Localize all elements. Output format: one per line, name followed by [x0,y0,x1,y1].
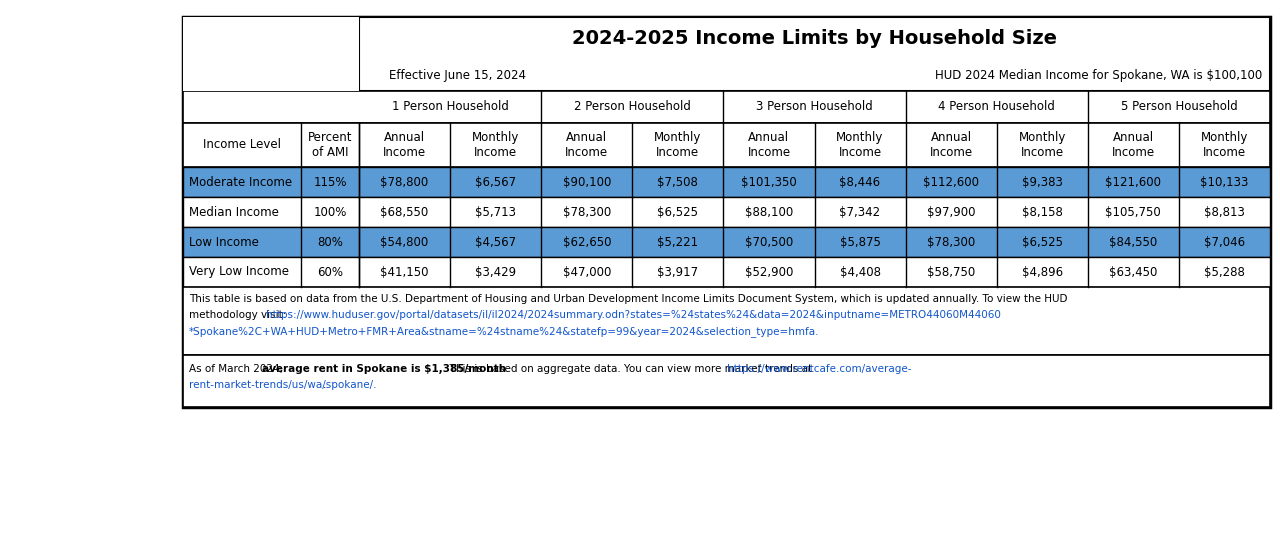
Text: Median Income: Median Income [189,206,279,218]
Text: 2 Person Household: 2 Person Household [573,100,691,114]
Text: $52,900: $52,900 [745,265,794,278]
Text: methodology visit:: methodology visit: [189,310,289,320]
Bar [183,197,1270,227]
Text: Percent
of AMI: Percent of AMI [307,131,352,159]
Text: . This is based on aggregate data. You can view more market trends at: . This is based on aggregate data. You c… [443,364,815,374]
Text: https://www.huduser.gov/portal/datasets/il/il2024/2024summary.odn?states=%24stat: https://www.huduser.gov/portal/datasets/… [266,310,1001,320]
Text: Monthly
Income: Monthly Income [472,131,520,159]
Text: 2024-2025 Income Limits by Household Size: 2024-2025 Income Limits by Household Siz… [572,30,1057,49]
Text: Very Low Income: Very Low Income [189,265,289,278]
Text: 60%: 60% [317,265,343,278]
Bar [183,123,1270,167]
Text: $8,446: $8,446 [840,175,881,189]
Text: $88,100: $88,100 [745,206,794,218]
Text: Effective June 15, 2024: Effective June 15, 2024 [389,69,526,82]
Text: $47,000: $47,000 [563,265,611,278]
Text: $4,896: $4,896 [1021,265,1062,278]
Text: $6,525: $6,525 [658,206,699,218]
Text: $78,800: $78,800 [380,175,429,189]
Text: Annual
Income: Annual Income [748,131,791,159]
Text: $70,500: $70,500 [745,236,794,249]
Text: $10,133: $10,133 [1201,175,1248,189]
Text: $84,550: $84,550 [1110,236,1157,249]
Text: Monthly
Income: Monthly Income [1019,131,1066,159]
Text: As of March 2024,: As of March 2024, [189,364,287,374]
Text: Income Level: Income Level [204,138,282,152]
Text: $5,713: $5,713 [475,206,516,218]
Text: Annual
Income: Annual Income [1112,131,1155,159]
Text: $68,550: $68,550 [380,206,429,218]
Text: *Spokane%2C+WA+HUD+Metro+FMR+Area&stname=%24stname%24&statefp=99&year=2024&selec: *Spokane%2C+WA+HUD+Metro+FMR+Area&stname… [189,326,819,337]
Text: $6,567: $6,567 [475,175,516,189]
Text: Low Income: Low Income [189,236,259,249]
Text: $3,917: $3,917 [658,265,699,278]
Bar [183,91,1270,123]
Text: $105,750: $105,750 [1106,206,1161,218]
Text: This table is based on data from the U.S. Department of Housing and Urban Develo: This table is based on data from the U.S… [189,294,1068,304]
Text: $8,813: $8,813 [1204,206,1245,218]
Text: $101,350: $101,350 [741,175,797,189]
Text: 3 Person Household: 3 Person Household [756,100,873,114]
Text: Annual
Income: Annual Income [383,131,426,159]
Text: Monthly
Income: Monthly Income [654,131,701,159]
Text: 1 Person Household: 1 Person Household [392,100,508,114]
Text: $7,046: $7,046 [1204,236,1245,249]
Text: $97,900: $97,900 [927,206,975,218]
Bar [358,17,1270,91]
Text: $5,288: $5,288 [1204,265,1245,278]
Text: $5,221: $5,221 [658,236,699,249]
Text: $112,600: $112,600 [923,175,979,189]
Text: $121,600: $121,600 [1106,175,1161,189]
Bar [183,257,1270,287]
Bar [183,167,1270,197]
Bar [183,355,1270,407]
Text: 4 Person Household: 4 Person Household [938,100,1055,114]
Text: HUD 2024 Median Income for Spokane, WA is $100,100: HUD 2024 Median Income for Spokane, WA i… [934,69,1262,82]
Text: Monthly
Income: Monthly Income [1201,131,1248,159]
Text: $62,650: $62,650 [562,236,611,249]
Text: $7,342: $7,342 [840,206,881,218]
Bar [183,17,358,91]
Text: $4,408: $4,408 [840,265,881,278]
Text: $4,567: $4,567 [475,236,516,249]
Text: average rent in Spokane is $1,385/month: average rent in Spokane is $1,385/month [262,364,506,374]
Text: Annual
Income: Annual Income [566,131,608,159]
Text: Monthly
Income: Monthly Income [836,131,883,159]
Text: https://www.rentcafe.com/average-: https://www.rentcafe.com/average- [727,364,911,374]
Text: .: . [323,380,326,390]
Text: $5,875: $5,875 [840,236,881,249]
Text: $41,150: $41,150 [380,265,429,278]
Bar [183,227,1270,257]
Text: Moderate Income: Moderate Income [189,175,292,189]
Text: 80%: 80% [317,236,343,249]
Bar [183,17,1270,407]
Text: 5 Person Household: 5 Person Household [1120,100,1238,114]
Text: rent-market-trends/us/wa/spokane/.: rent-market-trends/us/wa/spokane/. [189,380,376,390]
Text: $7,508: $7,508 [658,175,699,189]
Text: $63,450: $63,450 [1110,265,1157,278]
Text: $90,100: $90,100 [563,175,611,189]
Text: 100%: 100% [314,206,347,218]
Text: $3,429: $3,429 [475,265,516,278]
Text: $6,525: $6,525 [1021,236,1062,249]
Text: $54,800: $54,800 [380,236,429,249]
Bar [183,287,1270,355]
Text: $58,750: $58,750 [927,265,975,278]
Text: 115%: 115% [314,175,347,189]
Text: $9,383: $9,383 [1021,175,1062,189]
Text: $78,300: $78,300 [927,236,975,249]
Text: Annual
Income: Annual Income [929,131,973,159]
Text: $78,300: $78,300 [563,206,611,218]
Text: $8,158: $8,158 [1021,206,1062,218]
